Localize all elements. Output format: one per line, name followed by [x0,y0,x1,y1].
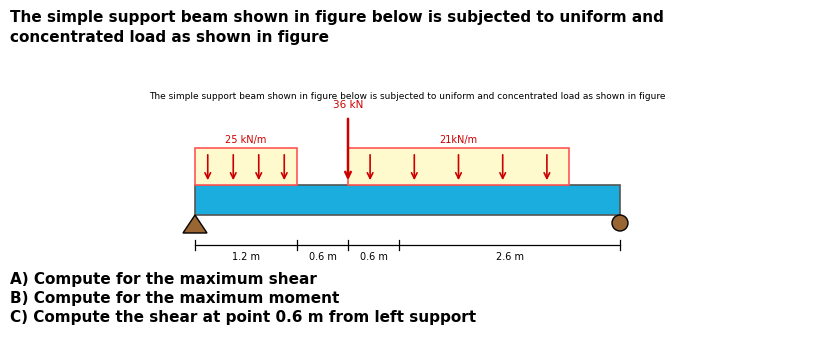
Text: 1.2 m: 1.2 m [232,252,260,262]
Text: 21kN/m: 21kN/m [440,135,478,145]
Text: A) Compute for the maximum shear: A) Compute for the maximum shear [10,272,317,287]
Text: B) Compute for the maximum moment: B) Compute for the maximum moment [10,291,339,306]
Text: The simple support beam shown in figure below is subjected to uniform and concen: The simple support beam shown in figure … [149,92,665,101]
Bar [348,148,569,185]
Text: concentrated load as shown in figure: concentrated load as shown in figure [10,30,329,45]
Text: 36 kN: 36 kN [333,100,363,110]
Text: C) Compute the shear at point 0.6 m from left support: C) Compute the shear at point 0.6 m from… [10,310,476,325]
Text: 2.6 m: 2.6 m [496,252,523,262]
Bar [195,185,620,215]
Text: The simple support beam shown in figure below is subjected to uniform and: The simple support beam shown in figure … [10,10,664,25]
Text: 0.6 m: 0.6 m [309,252,336,262]
Text: 25 kN/m: 25 kN/m [225,135,267,145]
Bar [195,148,297,185]
Circle shape [612,215,628,231]
Polygon shape [183,215,207,233]
Text: 0.6 m: 0.6 m [360,252,387,262]
